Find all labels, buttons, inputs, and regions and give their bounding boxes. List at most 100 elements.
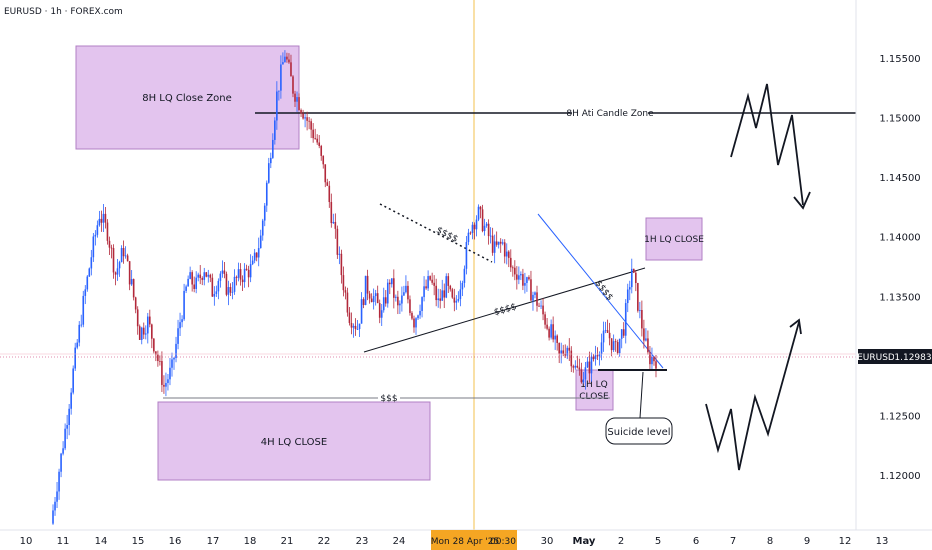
candle-body — [207, 274, 210, 277]
candle-body — [76, 342, 79, 348]
suicide-level[interactable]: Suicide level — [598, 369, 673, 445]
candle-body — [493, 241, 496, 253]
candle-body — [590, 356, 593, 374]
candle-body — [481, 209, 484, 232]
candle-body — [221, 270, 224, 274]
candle-body — [598, 354, 601, 357]
candle-body — [110, 247, 113, 249]
candle-body — [296, 97, 298, 102]
candle-body — [306, 117, 308, 121]
candle-body — [263, 205, 266, 221]
candle-body — [98, 218, 101, 226]
candle-body — [485, 223, 488, 226]
candle-body — [594, 355, 597, 360]
candle-body — [144, 333, 147, 335]
candle-body — [540, 305, 542, 307]
candle-body — [649, 352, 651, 365]
time-tick-label: 24 — [393, 536, 406, 547]
price-tick-label: 1.12500 — [879, 411, 920, 422]
candle-body — [146, 316, 149, 334]
candle-body — [382, 297, 385, 311]
date-badge-bg — [431, 530, 517, 550]
candle-body — [457, 299, 460, 301]
zone-4h-lq-close[interactable]: 4H LQ CLOSE — [157, 401, 431, 481]
candle-body — [514, 267, 516, 275]
time-tick-label: 5 — [655, 536, 661, 547]
candle-body — [554, 335, 556, 340]
liquidity-line-bottom[interactable]: $$$ — [163, 394, 610, 404]
zone-4h-label: 4H LQ CLOSE — [261, 437, 327, 448]
candle-body — [445, 276, 448, 298]
zone-8h-lq-close[interactable]: 8H LQ Close Zone — [75, 45, 300, 150]
candle-body — [370, 298, 373, 303]
candle-body — [177, 328, 179, 344]
candle-body — [653, 357, 655, 362]
candle-body — [552, 324, 554, 340]
zone-1h-bottom-label-2: CLOSE — [579, 392, 609, 402]
candle-body — [191, 272, 193, 285]
descending-blue-line[interactable] — [537, 213, 664, 369]
candle-body — [628, 287, 631, 290]
liq-line-label: $$$ — [380, 394, 397, 404]
bullish-projection[interactable] — [705, 318, 802, 471]
bearish-projection[interactable] — [730, 83, 811, 210]
candle-body — [253, 252, 256, 261]
candle-body — [380, 310, 383, 318]
ascending-trendline[interactable] — [363, 267, 646, 353]
time-tick-label: 22 — [318, 536, 331, 547]
time-tick-label: 30 — [541, 536, 554, 547]
bearish-arrowhead — [793, 191, 811, 210]
candle-body — [427, 276, 429, 289]
candle-body — [431, 279, 433, 283]
candle-body — [610, 338, 613, 351]
price-axis-panel[interactable] — [856, 0, 932, 550]
zone-1h-lq-close-bottom[interactable]: 1H LQ CLOSE — [575, 369, 614, 411]
candle-body — [96, 225, 99, 235]
candle-body — [403, 292, 405, 296]
time-tick-label: 16 — [169, 536, 182, 547]
candle-body — [251, 260, 254, 265]
candle-body — [556, 335, 558, 343]
candle-body — [419, 310, 421, 316]
candle-body — [362, 299, 365, 305]
candle-body — [455, 300, 458, 303]
candle-body — [332, 221, 335, 224]
candle-body — [397, 296, 399, 306]
candle-body — [90, 257, 93, 269]
candle-body — [243, 268, 246, 283]
candle-body — [302, 113, 304, 119]
candle-body — [386, 282, 389, 304]
candle-body — [586, 361, 589, 368]
candle-body — [60, 453, 62, 472]
zone-1h-bottom-label-1: 1H LQ — [580, 380, 607, 390]
candle-body — [278, 90, 280, 92]
candle-body — [167, 379, 169, 383]
candle-body — [407, 285, 409, 300]
candle-body — [294, 93, 296, 102]
price-tick-label: 1.13500 — [879, 292, 920, 303]
candles — [52, 50, 657, 525]
candle-body — [453, 297, 456, 303]
candle-body — [241, 279, 244, 283]
candle-body — [435, 285, 437, 301]
candle-body — [257, 248, 260, 258]
candle-body — [348, 312, 351, 323]
candle-body — [112, 248, 115, 273]
candle-body — [102, 213, 105, 223]
candle-body — [267, 163, 270, 183]
candle-body — [340, 253, 343, 276]
time-tick-label: 7 — [730, 536, 736, 547]
candle-body — [491, 235, 494, 253]
zone-1h-top-label: 1H LQ CLOSE — [644, 235, 704, 245]
date-cursor-badge: Mon 28 Apr '25 00:30 — [431, 530, 517, 550]
candle-body — [441, 290, 444, 301]
zone-1h-lq-close-top[interactable]: 1H LQ CLOSE — [644, 217, 704, 261]
candle-body — [92, 236, 95, 258]
time-tick-label: 23 — [356, 536, 369, 547]
zone-8h-label: 8H LQ Close Zone — [142, 93, 232, 104]
suicide-level-pointer — [639, 371, 644, 419]
candle-body — [157, 354, 159, 361]
candle-body — [487, 223, 490, 237]
wedge-dotted-line[interactable] — [379, 203, 493, 263]
